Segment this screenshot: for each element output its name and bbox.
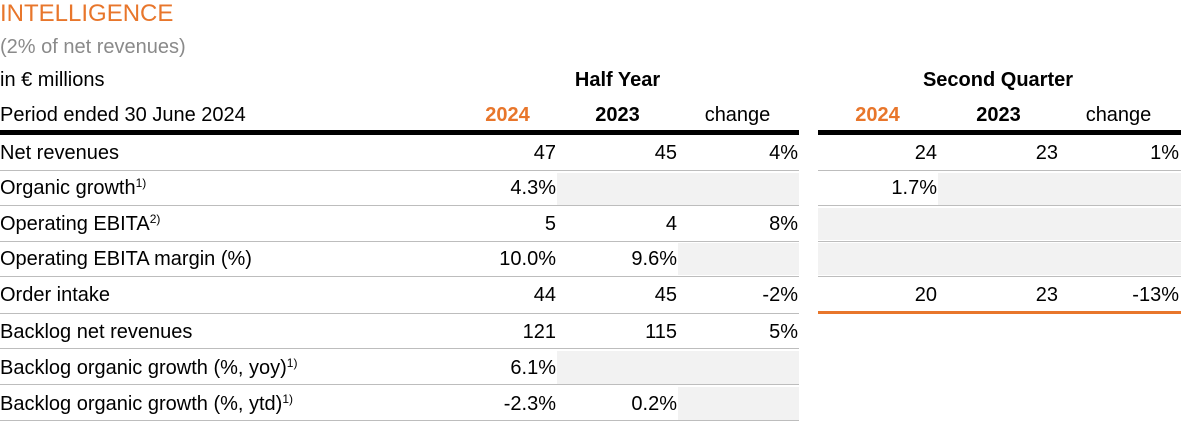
q-col-2023: 2023 xyxy=(976,104,1021,126)
empty-cell xyxy=(557,351,799,384)
hy-col-change: change xyxy=(704,104,771,126)
hy-2024-cell: 6.1% xyxy=(510,357,556,379)
hy-2023-cell: 45 xyxy=(654,142,677,164)
q-change-cell: 1% xyxy=(1150,142,1179,164)
empty-cell xyxy=(938,173,1181,205)
hy-change-cell: 4% xyxy=(769,142,798,164)
q-2023-cell: 23 xyxy=(1035,142,1058,164)
row-divider xyxy=(0,384,799,385)
hy-change-cell: 8% xyxy=(769,213,798,235)
row-label: Operating EBITA margin (%) xyxy=(0,248,252,270)
row-label: Organic growth1) xyxy=(0,176,147,199)
hy-2024-cell: 5 xyxy=(544,213,556,235)
row-label: Backlog organic growth (%, yoy)1) xyxy=(0,356,298,379)
hy-col-2024: 2024 xyxy=(485,104,530,126)
empty-cell xyxy=(557,173,799,205)
row-label: Backlog net revenues xyxy=(0,321,193,343)
hy-2024-cell: 121 xyxy=(522,321,556,343)
row-label: Order intake xyxy=(0,284,111,306)
hy-2023-cell: 0.2% xyxy=(631,393,677,415)
q-2024-cell: 20 xyxy=(914,284,937,306)
half-year-header-rule xyxy=(0,130,799,135)
empty-cell xyxy=(678,387,799,420)
row-divider xyxy=(0,348,799,349)
row-divider xyxy=(0,241,799,242)
second-quarter-heading: Second Quarter xyxy=(922,69,1074,91)
q-change-cell: -13% xyxy=(1132,284,1179,306)
hy-change-cell: 5% xyxy=(769,321,798,343)
row-divider xyxy=(0,313,799,314)
row-label: Backlog organic growth (%, ytd)1) xyxy=(0,392,294,415)
q-2024-cell: 24 xyxy=(914,142,937,164)
row-divider xyxy=(0,276,799,277)
empty-cell xyxy=(818,243,1181,275)
row-divider xyxy=(0,170,799,171)
hy-change-cell: -2% xyxy=(762,284,798,306)
row-divider xyxy=(0,420,799,421)
hy-2024-cell: 44 xyxy=(533,284,556,306)
section-title: INTELLIGENCE xyxy=(0,0,174,27)
row-divider xyxy=(818,170,1181,171)
hy-2023-cell: 45 xyxy=(654,284,677,306)
footnote-marker: 1) xyxy=(282,392,294,406)
hy-2024-cell: -2.3% xyxy=(503,393,556,415)
empty-cell xyxy=(818,208,1181,240)
q-col-change: change xyxy=(1085,104,1152,126)
hy-2023-cell: 115 xyxy=(645,321,677,343)
footnote-marker: 1) xyxy=(135,176,147,190)
row-divider xyxy=(818,276,1181,277)
half-year-heading: Half Year xyxy=(574,69,661,91)
hy-col-2023: 2023 xyxy=(595,104,640,126)
unit-label: in € millions xyxy=(0,69,105,91)
hy-2024-cell: 4.3% xyxy=(510,177,556,199)
footnote-marker: 1) xyxy=(286,356,298,370)
row-divider xyxy=(0,205,799,206)
q-col-2024: 2024 xyxy=(855,104,900,126)
row-label: Net revenues xyxy=(0,142,119,164)
q-2024-cell: 1.7% xyxy=(891,177,937,199)
hy-2023-cell: 9.6% xyxy=(631,248,677,270)
period-label: Period ended 30 June 2024 xyxy=(0,104,246,126)
row-divider xyxy=(818,241,1181,242)
hy-2024-cell: 47 xyxy=(533,142,556,164)
section-subtitle: (2% of net revenues) xyxy=(0,36,186,58)
quarter-footer-rule xyxy=(818,311,1181,314)
row-divider xyxy=(818,205,1181,206)
hy-2023-cell: 4 xyxy=(665,213,677,235)
footnote-marker: 2) xyxy=(149,212,161,226)
q-2023-cell: 23 xyxy=(1035,284,1058,306)
quarter-header-rule xyxy=(818,130,1181,135)
row-label: Operating EBITA2) xyxy=(0,212,161,235)
empty-cell xyxy=(678,243,799,275)
hy-2024-cell: 10.0% xyxy=(499,248,556,270)
